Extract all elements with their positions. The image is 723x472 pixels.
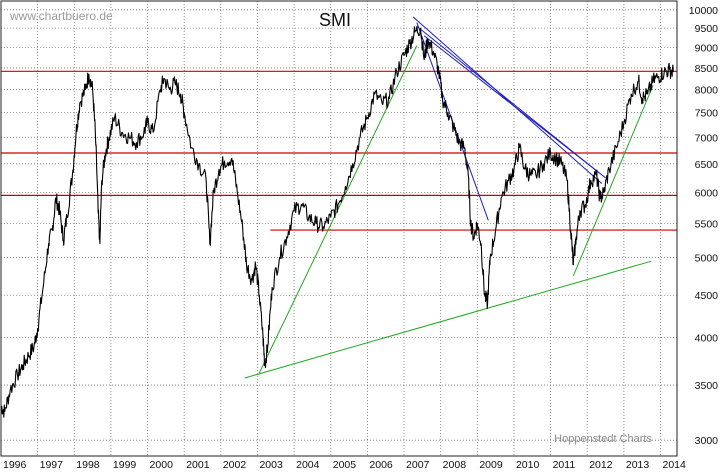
y-axis-ticks: 10000 9500 9000 8500 8000 7500 7000 6500 6000 550… — [689, 5, 718, 447]
x-tick-label: 2005 — [333, 459, 357, 471]
x-tick-label: 1999 — [113, 459, 137, 471]
x-tick-label: 1997 — [40, 459, 64, 471]
x-tick-label: 1996 — [3, 459, 27, 471]
trendline — [423, 35, 606, 179]
x-tick-label: 2003 — [259, 459, 283, 471]
watermark-text: www.chartbuero.de — [9, 9, 113, 23]
y-tick-label: 5000 — [695, 253, 719, 265]
y-tick-label: 9000 — [695, 42, 719, 54]
x-tick-label: 1998 — [76, 459, 100, 471]
trendline — [412, 16, 603, 184]
horizontal-grid — [1, 9, 677, 441]
x-axis-ticks: 1996 1997 1998 1999 2000 2001 2002 2003 2004 2005… — [3, 459, 686, 471]
x-tick-label: 2006 — [369, 459, 393, 471]
x-tick-label: 2008 — [443, 459, 467, 471]
x-tick-label: 2012 — [589, 459, 613, 471]
y-tick-label: 4500 — [695, 290, 719, 302]
trendline — [572, 84, 654, 277]
resistance-support-lines — [1, 70, 677, 231]
x-tick-label: 2004 — [296, 459, 320, 471]
x-tick-label: 2000 — [150, 459, 174, 471]
plot-frame — [0, 0, 678, 457]
y-tick-label: 7000 — [695, 132, 719, 144]
y-tick-label: 6500 — [695, 159, 719, 171]
y-tick-label: 9500 — [695, 23, 719, 35]
x-tick-label: 2010 — [516, 459, 540, 471]
series-line — [0, 25, 674, 418]
y-tick-label: 3500 — [695, 380, 719, 392]
y-tick-label: 7500 — [695, 108, 719, 120]
x-tick-label: 2001 — [186, 459, 210, 471]
y-tick-label: 5500 — [695, 219, 719, 231]
y-tick-label: 4000 — [695, 332, 719, 344]
price-series — [0, 25, 674, 418]
y-tick-label: 6000 — [695, 187, 719, 199]
x-tick-label: 2011 — [553, 459, 576, 471]
y-tick-label: 8000 — [695, 85, 719, 97]
credit-text: Hoppenstedt Charts — [554, 433, 652, 445]
x-tick-label: 2002 — [223, 459, 247, 471]
x-tick-label: 2014 — [663, 459, 687, 471]
x-tick-label: 2007 — [406, 459, 430, 471]
y-tick-label: 8500 — [695, 63, 719, 75]
chart-title: SMI — [319, 10, 351, 30]
trendline — [244, 260, 652, 379]
x-tick-label: 2009 — [479, 459, 503, 471]
y-tick-label: 10000 — [689, 5, 718, 17]
x-tick-label: 2013 — [626, 459, 650, 471]
y-tick-label: 3000 — [695, 435, 719, 447]
